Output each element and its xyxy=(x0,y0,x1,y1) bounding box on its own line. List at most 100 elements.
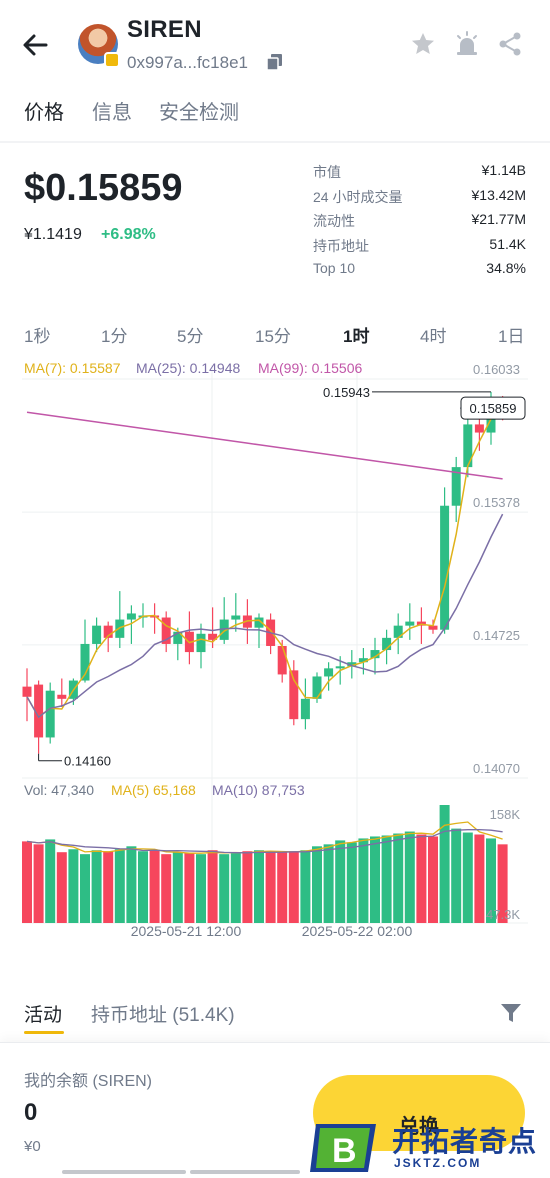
home-indicator xyxy=(62,1170,186,1174)
volume-bar xyxy=(22,841,32,923)
volume-bar xyxy=(358,838,369,923)
ma25-line xyxy=(26,513,504,719)
ma99-legend: MA(99): 0.15506 xyxy=(258,360,363,376)
ma7-legend: MA(7): 0.15587 xyxy=(24,360,121,376)
candle-body xyxy=(254,617,264,628)
candle-body xyxy=(358,658,368,663)
last-price-label: 0.15859 xyxy=(470,401,517,416)
volume-bar xyxy=(33,844,44,923)
volume-bar xyxy=(114,849,125,923)
watermark: B 开拓者奇点 JSKTZ.COM xyxy=(310,1118,550,1178)
candle-body xyxy=(45,690,55,738)
volume-bar xyxy=(172,852,183,923)
time-axis-label: 2025-05-22 02:00 xyxy=(302,923,413,939)
vol-ma5-line xyxy=(26,821,503,854)
interval-5m[interactable]: 5分 xyxy=(177,327,204,346)
favorite-star-icon[interactable] xyxy=(410,31,436,57)
volume-bar xyxy=(103,851,114,923)
volume-bar xyxy=(346,842,357,923)
copy-icon[interactable] xyxy=(266,53,284,71)
filter-icon[interactable] xyxy=(500,1002,522,1024)
interval-1s[interactable]: 1秒 xyxy=(24,327,51,346)
stat-market-cap: 市值 ¥1.14B xyxy=(313,162,526,180)
candle-body xyxy=(34,684,44,738)
price-cny: ¥1.1419 xyxy=(24,226,82,243)
volume-bar xyxy=(138,851,148,923)
volume-bar xyxy=(462,832,473,923)
volume-bar xyxy=(288,851,299,923)
tab-holders[interactable]: 持币地址 (51.4K) xyxy=(91,1005,235,1026)
active-tab-indicator xyxy=(24,1031,64,1034)
volume-bar xyxy=(230,853,241,923)
candle-body xyxy=(393,625,403,638)
balance-value: 0 xyxy=(24,1099,38,1126)
balance-panel: 我的余额 (SIREN) 0 ¥0 兑换 xyxy=(0,1042,550,1178)
candle-body xyxy=(451,467,461,506)
volume-bar xyxy=(451,828,462,923)
volume-axis-min: 47.3K xyxy=(486,907,520,922)
volume-bar xyxy=(219,854,230,923)
svg-text:B: B xyxy=(332,1132,357,1170)
interval-1m[interactable]: 1分 xyxy=(101,327,128,346)
interval-15m[interactable]: 15分 xyxy=(255,327,291,346)
candle-body xyxy=(92,625,102,644)
candle-body xyxy=(382,637,392,651)
tab-price[interactable]: 价格 xyxy=(24,102,64,124)
volume-bar xyxy=(265,852,276,923)
volume-bar xyxy=(242,851,253,923)
balance-cny: ¥0 xyxy=(24,1138,41,1155)
tab-security[interactable]: 安全检测 xyxy=(159,102,239,124)
candle-body xyxy=(440,505,450,630)
tab-info[interactable]: 信息 xyxy=(92,102,132,124)
price-axis-label: 0.14070 xyxy=(473,761,520,776)
volume-axis-max: 158K xyxy=(490,807,521,822)
price-axis-label: 0.14725 xyxy=(473,628,520,643)
candle-body xyxy=(196,633,206,653)
volume-bar xyxy=(45,839,56,923)
volume-bar xyxy=(416,834,427,923)
home-indicator-2 xyxy=(190,1170,300,1174)
alert-siren-icon[interactable] xyxy=(454,31,480,57)
back-arrow-icon[interactable] xyxy=(20,30,50,60)
candle-body xyxy=(347,662,357,667)
interval-1d[interactable]: 1日 xyxy=(498,327,525,346)
price-axis-label: 0.15378 xyxy=(473,495,520,510)
volume-bar xyxy=(312,846,322,923)
candle-body xyxy=(324,668,334,677)
candle-body xyxy=(103,625,113,638)
stat-liquidity: 流动性 ¥21.77M xyxy=(313,211,526,229)
high-price-label: 0.15943 xyxy=(323,385,370,400)
candle-body xyxy=(173,631,183,644)
candle-body xyxy=(370,650,380,659)
price-chart[interactable]: 0.16033 0.15378 0.14725 0.14070 0.15943 0.14… xyxy=(0,355,550,945)
volume-bar xyxy=(56,852,67,923)
stat-24h-volume: 24 小时成交量 ¥13.42M xyxy=(313,186,526,205)
candle-body xyxy=(115,619,125,638)
candle-body xyxy=(335,666,345,669)
candle-body xyxy=(277,645,287,675)
interval-selector: 1秒 1分 5分 15分 1时 4时 1日 xyxy=(0,322,550,348)
interval-4h[interactable]: 4时 xyxy=(420,327,447,346)
volume-bar xyxy=(439,805,450,923)
watermark-logo-icon: B xyxy=(310,1124,376,1172)
candle-body xyxy=(208,633,218,640)
volume-bar xyxy=(91,850,102,923)
balance-label: 我的余额 (SIREN) xyxy=(24,1073,153,1090)
activity-tabs: 活动 持币地址 (51.4K) xyxy=(0,1000,550,1036)
token-title: SIREN xyxy=(127,16,202,43)
volume-bar xyxy=(80,854,90,923)
volume-bar xyxy=(300,850,311,923)
volume-bar xyxy=(126,846,137,923)
interval-1h[interactable]: 1时 xyxy=(343,327,370,346)
volume-bar xyxy=(335,840,346,923)
share-icon[interactable] xyxy=(497,31,523,57)
volume-bar xyxy=(254,850,264,923)
candle-body xyxy=(161,617,171,644)
volume-bar xyxy=(149,850,160,923)
page-tabs: 价格 信息 安全检测 xyxy=(0,96,550,136)
tab-activity[interactable]: 活动 xyxy=(24,1005,63,1026)
top-bar: SIREN 0x997a...fc18e1 xyxy=(0,0,550,90)
volume-bar xyxy=(207,850,218,923)
candle-body xyxy=(231,615,241,620)
volume-bar xyxy=(323,844,334,923)
